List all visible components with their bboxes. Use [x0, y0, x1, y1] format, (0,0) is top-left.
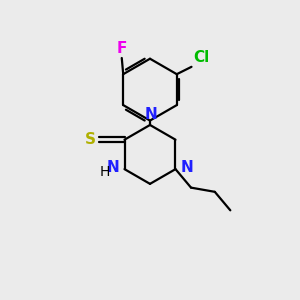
Text: S: S — [85, 132, 96, 147]
Text: N: N — [106, 160, 119, 175]
Text: F: F — [117, 40, 127, 56]
Text: Cl: Cl — [193, 50, 209, 65]
Text: N: N — [181, 160, 194, 175]
Text: N: N — [145, 107, 158, 122]
Text: H: H — [99, 165, 110, 179]
